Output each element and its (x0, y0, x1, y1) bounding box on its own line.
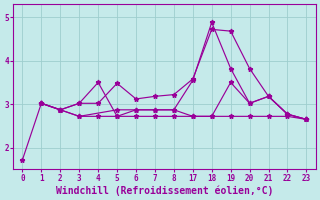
X-axis label: Windchill (Refroidissement éolien,°C): Windchill (Refroidissement éolien,°C) (56, 185, 273, 196)
